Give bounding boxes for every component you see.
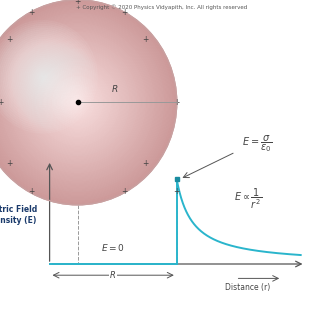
Text: +: + — [28, 188, 34, 196]
Circle shape — [49, 73, 106, 132]
Circle shape — [29, 53, 126, 152]
Circle shape — [0, 10, 167, 195]
Circle shape — [56, 80, 99, 124]
Circle shape — [18, 41, 137, 164]
Circle shape — [31, 55, 124, 150]
Text: +: + — [6, 159, 12, 168]
Circle shape — [28, 51, 127, 154]
Text: $E \propto \dfrac{1}{r^2}$: $E \propto \dfrac{1}{r^2}$ — [234, 186, 262, 211]
Circle shape — [24, 48, 131, 157]
Text: $E = 0$: $E = 0$ — [101, 242, 125, 253]
Text: +: + — [6, 36, 12, 44]
Circle shape — [54, 78, 101, 126]
Circle shape — [34, 58, 121, 147]
Text: +: + — [0, 98, 3, 107]
Text: +: + — [143, 36, 149, 44]
Text: $E = \dfrac{\sigma}{\varepsilon_0}$: $E = \dfrac{\sigma}{\varepsilon_0}$ — [242, 133, 272, 155]
Circle shape — [8, 31, 147, 174]
Circle shape — [33, 56, 122, 148]
Circle shape — [58, 82, 97, 123]
Circle shape — [0, 2, 175, 203]
Circle shape — [0, 20, 157, 184]
Circle shape — [13, 36, 142, 169]
Circle shape — [69, 94, 86, 111]
Circle shape — [76, 101, 79, 104]
Text: R: R — [112, 85, 118, 94]
Circle shape — [0, 14, 163, 191]
Circle shape — [15, 37, 140, 167]
Circle shape — [73, 97, 82, 108]
Circle shape — [0, 22, 155, 183]
Text: +: + — [121, 8, 127, 17]
Circle shape — [74, 99, 81, 106]
Circle shape — [7, 29, 148, 176]
Circle shape — [63, 87, 92, 118]
Circle shape — [0, 15, 162, 189]
Circle shape — [0, 7, 170, 198]
Circle shape — [44, 68, 111, 137]
Circle shape — [43, 67, 112, 138]
Text: +: + — [143, 159, 149, 168]
Circle shape — [61, 85, 94, 119]
Circle shape — [51, 75, 104, 130]
Circle shape — [38, 61, 117, 143]
Circle shape — [0, 17, 160, 188]
Circle shape — [71, 96, 84, 109]
Text: R: R — [110, 271, 116, 280]
Text: +: + — [174, 98, 180, 107]
Circle shape — [23, 46, 132, 159]
Text: Electric Field
Intensity (E): Electric Field Intensity (E) — [0, 205, 38, 225]
Circle shape — [59, 84, 96, 121]
Circle shape — [16, 39, 139, 165]
Circle shape — [5, 27, 150, 178]
Circle shape — [41, 65, 114, 140]
Text: +: + — [74, 0, 81, 6]
Circle shape — [48, 72, 107, 133]
Text: +: + — [121, 188, 127, 196]
Circle shape — [0, 12, 165, 193]
Circle shape — [3, 26, 152, 179]
Circle shape — [36, 60, 119, 145]
Circle shape — [10, 32, 145, 172]
Text: +: + — [174, 188, 180, 196]
Circle shape — [21, 44, 134, 160]
Circle shape — [64, 89, 91, 116]
Circle shape — [0, 0, 177, 205]
Text: + Copyright © 2020 Physics Vidyapith, Inc. All rights reserved: + Copyright © 2020 Physics Vidyapith, In… — [76, 5, 247, 11]
Circle shape — [0, 4, 173, 201]
Circle shape — [46, 70, 109, 135]
Circle shape — [53, 77, 102, 128]
Circle shape — [11, 34, 144, 171]
Circle shape — [68, 92, 87, 113]
Circle shape — [0, 19, 158, 186]
Circle shape — [26, 50, 129, 155]
Text: +: + — [28, 8, 34, 17]
Circle shape — [39, 63, 116, 142]
Circle shape — [0, 9, 168, 196]
Circle shape — [2, 24, 153, 181]
Circle shape — [0, 5, 172, 200]
Circle shape — [66, 91, 89, 114]
Circle shape — [20, 43, 135, 162]
Text: Distance (r): Distance (r) — [225, 283, 271, 292]
